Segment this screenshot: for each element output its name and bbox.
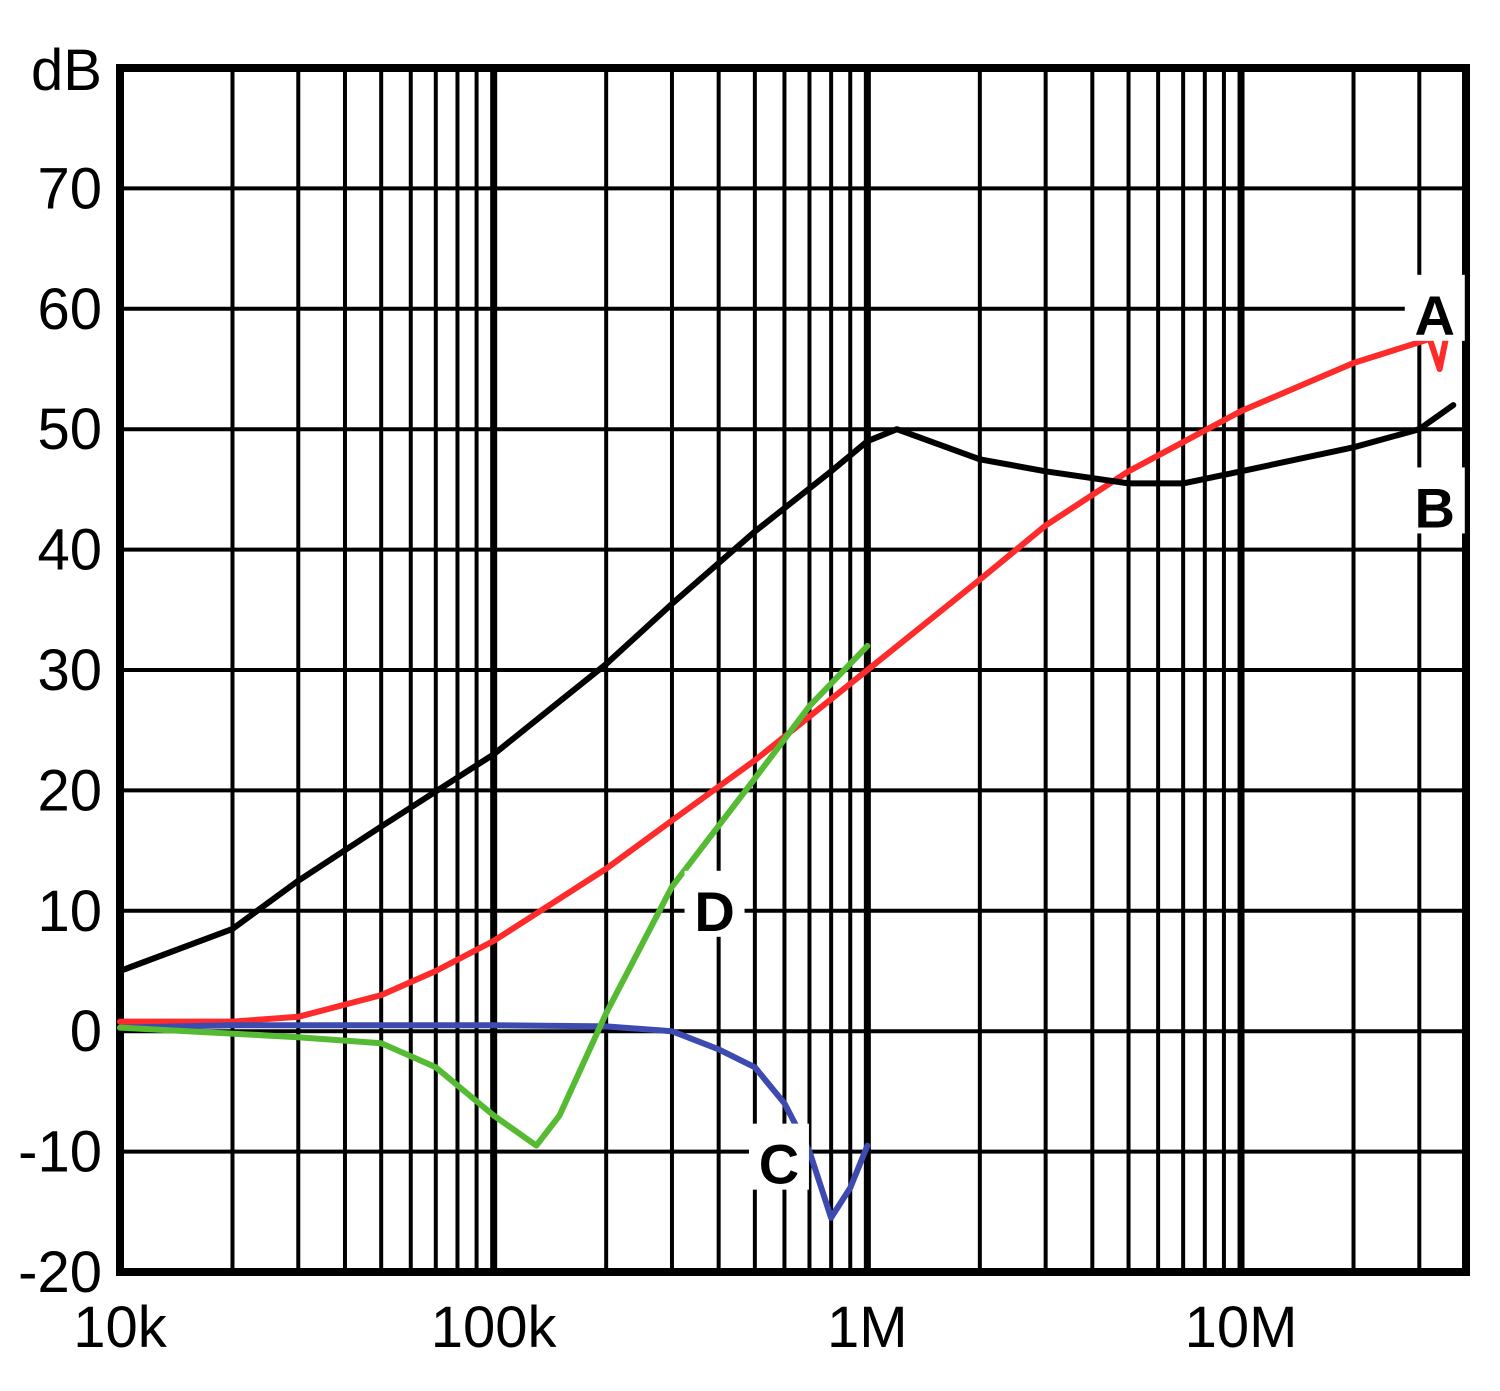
label-layer: A B C D: [684, 274, 1465, 1196]
series-line-B: [117, 402, 1457, 974]
y-tick-label: 30: [37, 638, 102, 703]
series-label-bg-A: [1404, 274, 1465, 341]
y-tick-label: 50: [37, 397, 102, 462]
x-tick-label: 100k: [431, 1295, 558, 1360]
y-tick-label: 20: [37, 758, 102, 823]
series-label-bg-B: [1404, 467, 1465, 534]
y-axis-ticks: -20 -10 0 10 20 30 40 50 60 70: [18, 156, 102, 1305]
x-tick-label: 10k: [73, 1295, 168, 1360]
y-tick-label: 0: [70, 999, 102, 1064]
y-tick-label: -10: [18, 1120, 102, 1185]
series-label-A: A: [1415, 284, 1455, 347]
y-tick-label: 40: [37, 518, 102, 583]
series-label-bg-C: [748, 1123, 809, 1190]
y-tick-label: 70: [37, 156, 102, 221]
x-tick-label: 1M: [827, 1295, 908, 1360]
y-axis-label: dB: [31, 38, 102, 103]
plot-frame: [116, 64, 1470, 1276]
series-line-C: [117, 1022, 871, 1221]
series-label-bg-D: [684, 870, 745, 937]
x-tick-label: 10M: [1185, 1295, 1298, 1360]
y-tick-label: 60: [37, 277, 102, 342]
series-layer: [117, 299, 1457, 1221]
series-line-A: [117, 299, 1457, 1025]
series-label-C: C: [759, 1133, 799, 1196]
grid-minor-lines: [120, 66, 1468, 1274]
series-label-B: B: [1415, 476, 1455, 539]
x-axis-ticks: 10k 100k 1M 10M: [73, 1295, 1297, 1360]
y-tick-label: -20: [18, 1240, 102, 1305]
series-line-D: [117, 642, 871, 1149]
y-tick-label: 10: [37, 879, 102, 944]
series-label-D: D: [694, 880, 734, 943]
